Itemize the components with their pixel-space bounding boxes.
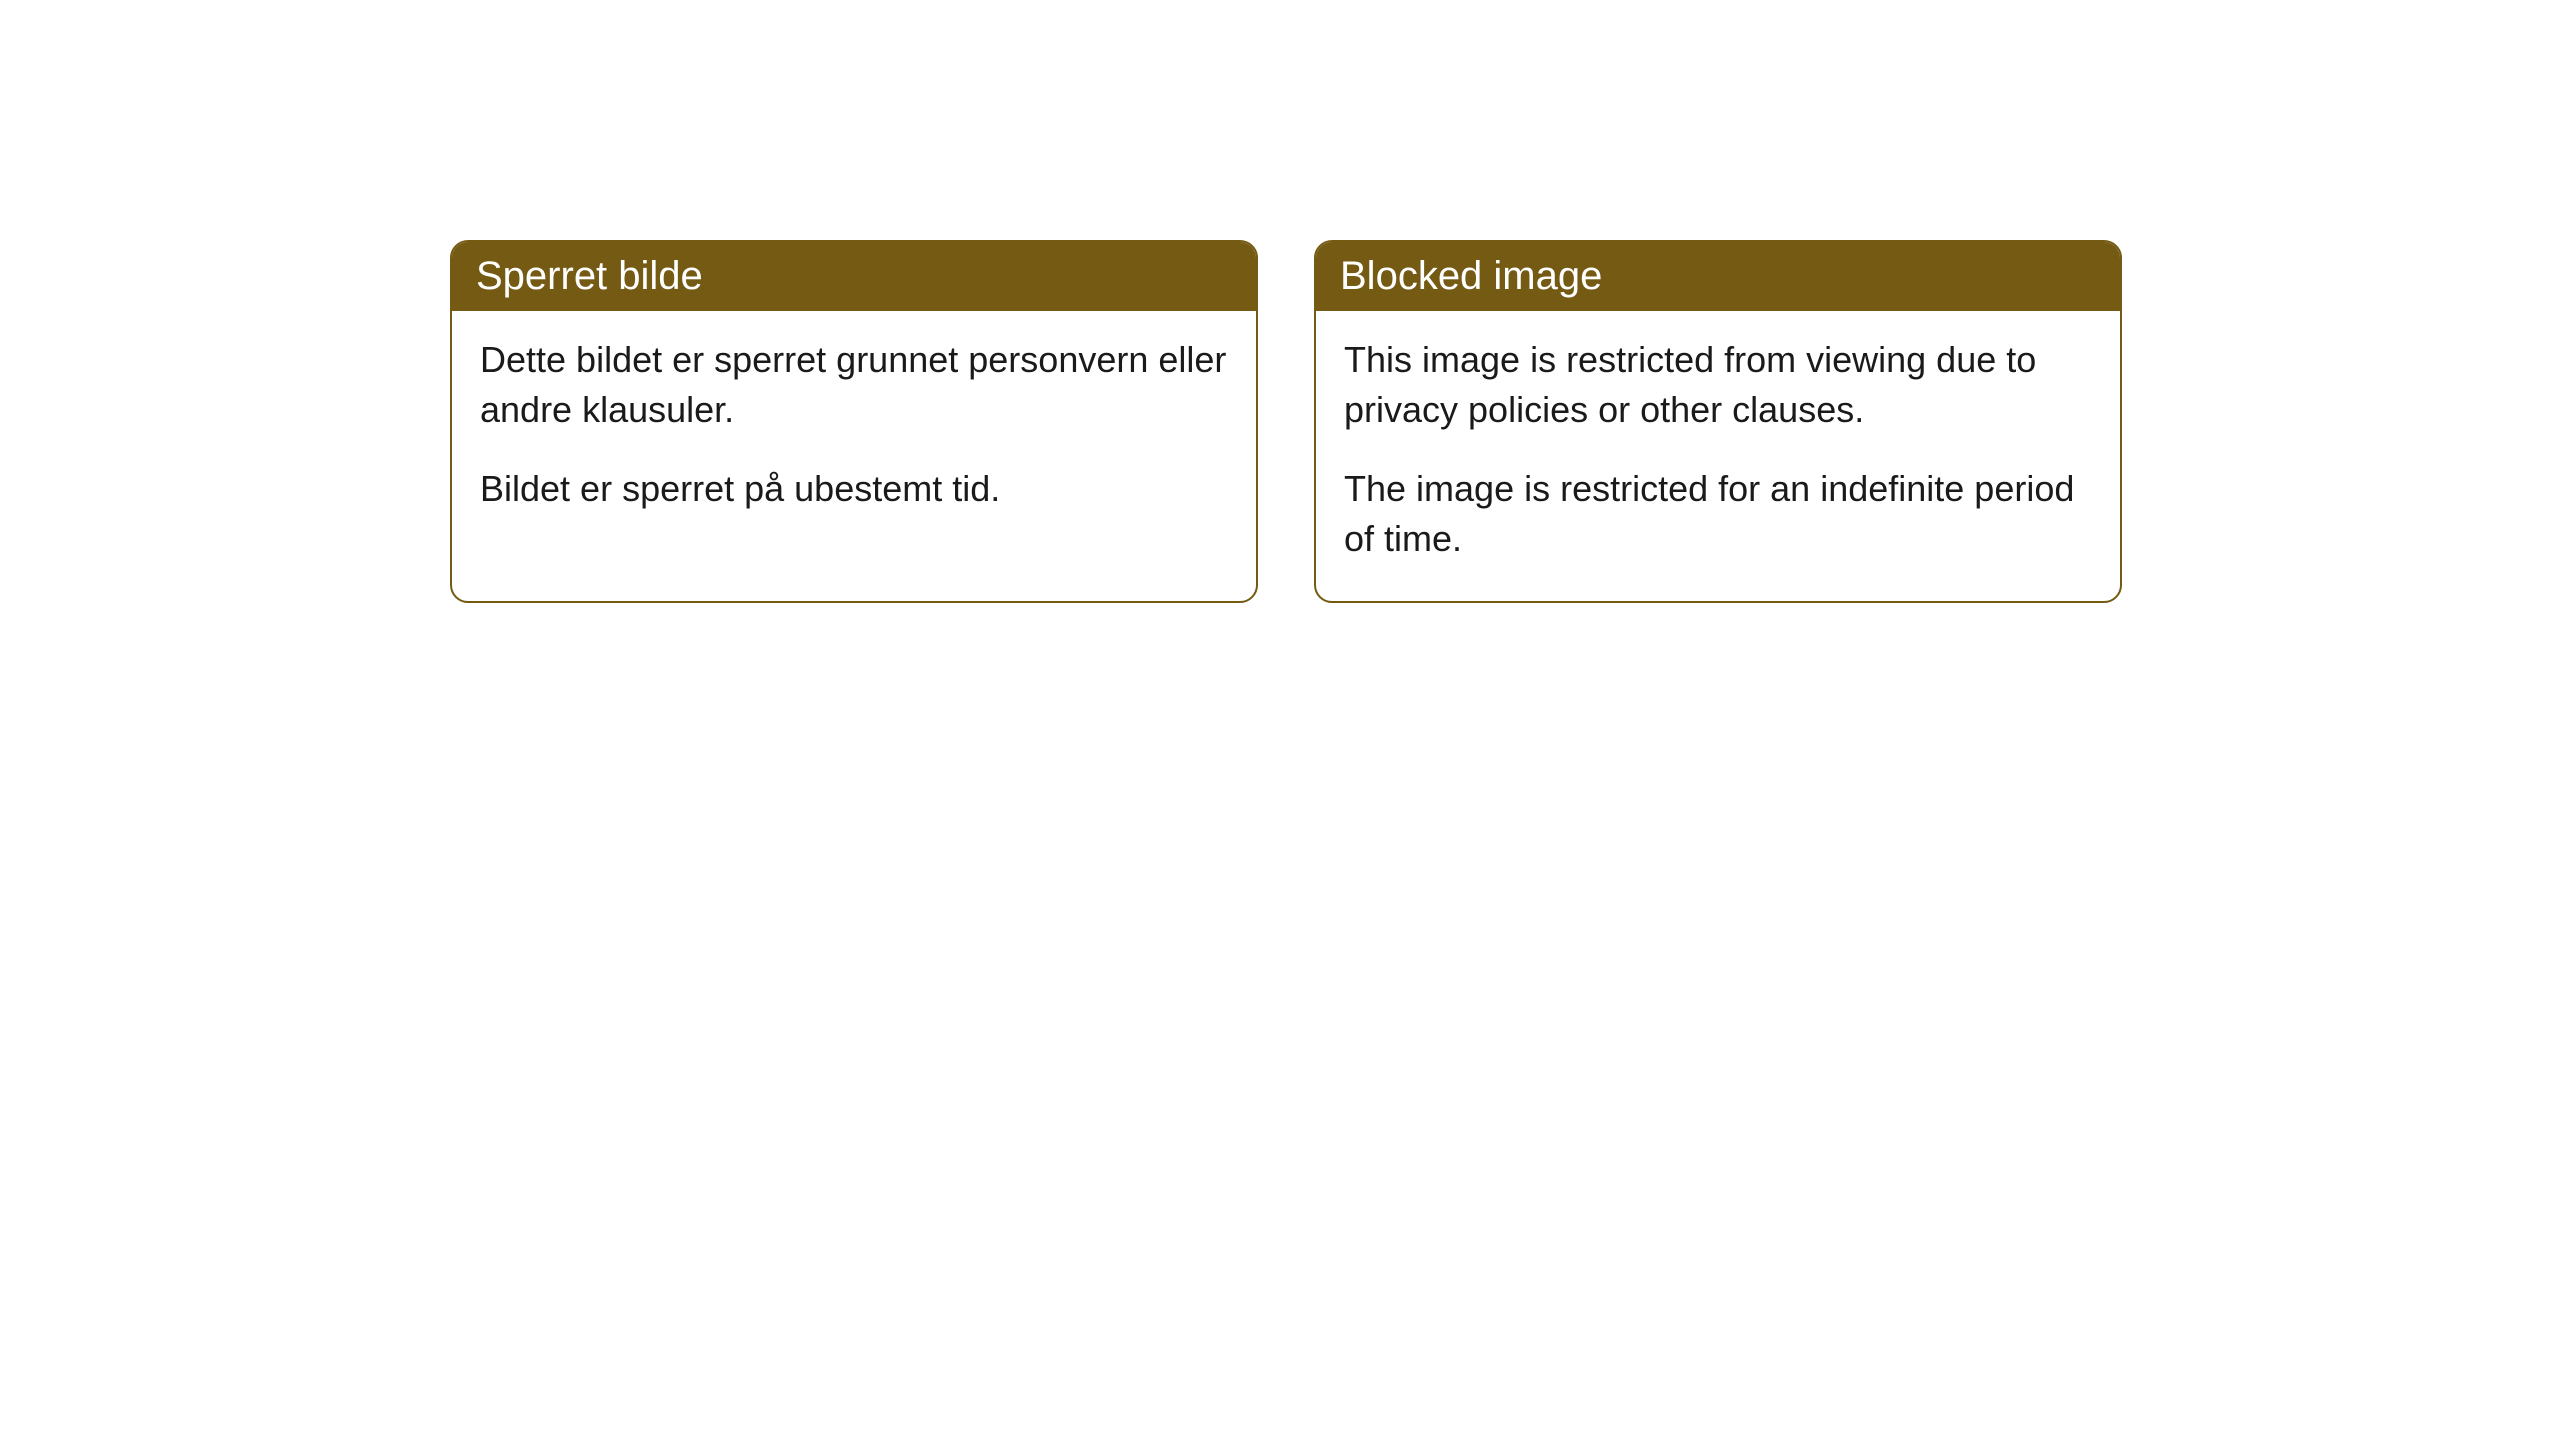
card-title: Blocked image	[1340, 254, 1602, 298]
card-paragraph: Dette bildet er sperret grunnet personve…	[480, 335, 1228, 436]
notice-cards-container: Sperret bilde Dette bildet er sperret gr…	[450, 240, 2560, 603]
card-paragraph: Bildet er sperret på ubestemt tid.	[480, 464, 1228, 514]
notice-card-english: Blocked image This image is restricted f…	[1314, 240, 2122, 603]
card-paragraph: This image is restricted from viewing du…	[1344, 335, 2092, 436]
card-title: Sperret bilde	[476, 254, 703, 298]
notice-card-norwegian: Sperret bilde Dette bildet er sperret gr…	[450, 240, 1258, 603]
card-header: Sperret bilde	[452, 242, 1256, 311]
card-header: Blocked image	[1316, 242, 2120, 311]
card-paragraph: The image is restricted for an indefinit…	[1344, 464, 2092, 565]
card-body: This image is restricted from viewing du…	[1316, 311, 2120, 601]
card-body: Dette bildet er sperret grunnet personve…	[452, 311, 1256, 550]
